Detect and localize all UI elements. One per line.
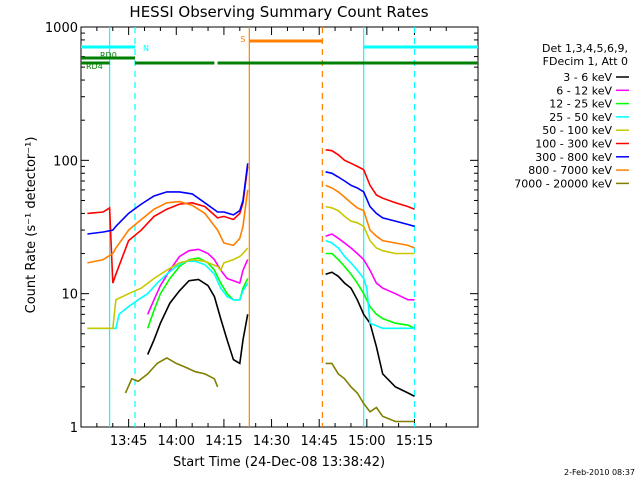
x-tick-label: 14:00 [158,434,195,449]
series-line-after-gap [325,205,415,255]
legend: Det 1,3,4,5,6,9,FDecim 1, Att 0 3 - 6 keV… [514,42,629,190]
footer-date: 2-Feb-2010 08:37 [564,468,635,477]
legend-entry-label: 50 - 100 keV [542,124,612,137]
series-line-after-gap [325,233,415,301]
series-line [87,189,249,264]
overlay-label: N [143,44,149,53]
overlay-label: RD4 [86,62,103,71]
legend-entry-label: 7000 - 20000 keV [514,177,612,190]
legend-header-line: FDecim 1, Att 0 [543,55,628,68]
series-line-after-gap [325,239,415,330]
series-line-after-gap [325,252,415,330]
x-tick-label: 14:30 [253,434,290,449]
y-tick-label: 10 [61,288,78,303]
overlay-label: RD0 [100,51,117,60]
legend-entry-label: 100 - 300 keV [535,138,612,151]
legend-entry-label: 3 - 6 keV [563,71,612,84]
series-line [146,278,249,365]
legend-entry-label: 800 - 7000 keV [528,164,612,177]
series-line [124,356,219,394]
series-line-after-gap [325,171,415,228]
plot-frame [80,26,479,428]
legend-entry-label: 12 - 25 keV [549,98,612,111]
y-tick-label: 1000 [45,21,78,36]
y-tick-label: 1 [70,421,78,436]
legend-header-line: Det 1,3,4,5,6,9, [542,42,628,55]
y-tick-label: 100 [53,154,78,169]
series-line [87,163,249,235]
series-line [87,260,249,330]
series-line-after-gap [325,362,415,423]
overlay-label: S [240,35,245,44]
x-tick-label: 15:00 [348,434,385,449]
x-tick-label: 13:45 [110,434,147,449]
x-axis-label: Start Time (24-Dec-08 13:38:42) [173,455,385,470]
series-line [146,248,249,315]
series-line-after-gap [325,149,415,210]
chart-title: HESSI Observing Summary Count Rates [129,3,428,21]
series-line-after-gap [325,184,415,249]
x-tick-label: 14:45 [300,434,337,449]
series-line-after-gap [325,271,415,398]
plot-area: 1 10 100 1000 13:45 14:00 14:15 14:30 14:45 15:00… [45,21,479,449]
legend-entry-label: 25 - 50 keV [549,111,612,124]
series-line [87,166,249,284]
x-tick-label: 15:15 [396,434,433,449]
series-line [87,247,249,330]
y-axis-label: Count Rate (s⁻¹ detector⁻¹) [24,137,39,314]
legend-entry-label: 6 - 12 keV [556,84,612,97]
x-tick-label: 14:15 [205,434,242,449]
legend-entry-label: 300 - 800 keV [535,151,612,164]
